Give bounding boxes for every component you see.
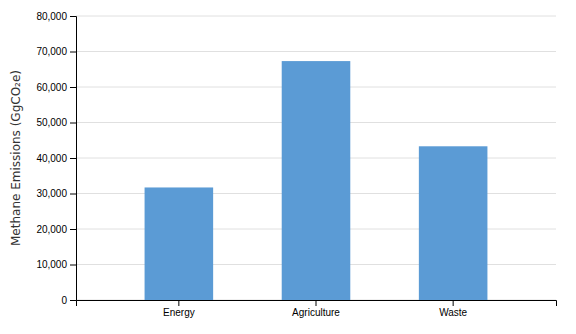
y-tick: 30,000 [36, 188, 76, 199]
x-tick: Waste [439, 300, 467, 318]
bars [145, 61, 488, 300]
bar [145, 187, 214, 300]
y-tick: 0 [61, 295, 76, 306]
y-tick: 20,000 [36, 224, 76, 235]
grid-line [76, 51, 556, 52]
y-tick: 40,000 [36, 153, 76, 164]
y-tick-label: 40,000 [36, 153, 67, 164]
y-tick: 60,000 [36, 82, 76, 93]
y-tick-label: 20,000 [36, 224, 67, 235]
x-tick-mark [316, 300, 317, 306]
y-tick: 80,000 [36, 11, 76, 22]
y-axis: 0 10,000 20,000 30,000 40,000 50,000 60,000 70,… [36, 11, 76, 306]
y-tick-mark [70, 87, 76, 88]
bar [419, 146, 488, 300]
bar [282, 61, 351, 300]
y-tick-label: 70,000 [36, 46, 67, 57]
y-tick-mark [70, 265, 76, 266]
y-tick-label: 60,000 [36, 82, 67, 93]
y-tick: 70,000 [36, 46, 76, 57]
y-axis-title: Methane Emissions (GgCO₂e) [9, 70, 23, 246]
y-tick: 10,000 [36, 259, 76, 270]
y-tick-label: 80,000 [36, 11, 67, 22]
chart: 0 10,000 20,000 30,000 40,000 50,000 60,000 70,… [0, 0, 576, 334]
x-axis: Energy Agriculture Waste [77, 300, 557, 318]
grid [76, 16, 556, 300]
y-tick-mark [70, 16, 76, 17]
y-tick-label: 30,000 [36, 188, 67, 199]
y-tick-mark [70, 158, 76, 159]
y-axis-line [70, 17, 77, 301]
y-tick-mark [70, 194, 76, 195]
y-tick-label: 10,000 [36, 259, 67, 270]
x-axis-line [77, 301, 557, 307]
grid-line [76, 16, 556, 17]
x-tick: Energy [163, 300, 195, 318]
y-tick-mark [70, 300, 76, 301]
y-tick-label: 0 [61, 295, 67, 306]
y-tick-mark [70, 123, 76, 124]
y-tick-mark [70, 52, 76, 53]
plot: 0 10,000 20,000 30,000 40,000 50,000 60,000 70,… [36, 11, 556, 318]
x-tick-label: Waste [439, 307, 467, 318]
y-tick: 50,000 [36, 117, 76, 128]
x-tick-mark [453, 300, 454, 306]
x-tick-label: Energy [163, 307, 195, 318]
x-tick: Agriculture [292, 300, 340, 318]
y-tick-label: 50,000 [36, 117, 67, 128]
x-tick-mark [178, 300, 179, 306]
x-tick-label: Agriculture [292, 307, 340, 318]
y-tick-mark [70, 229, 76, 230]
